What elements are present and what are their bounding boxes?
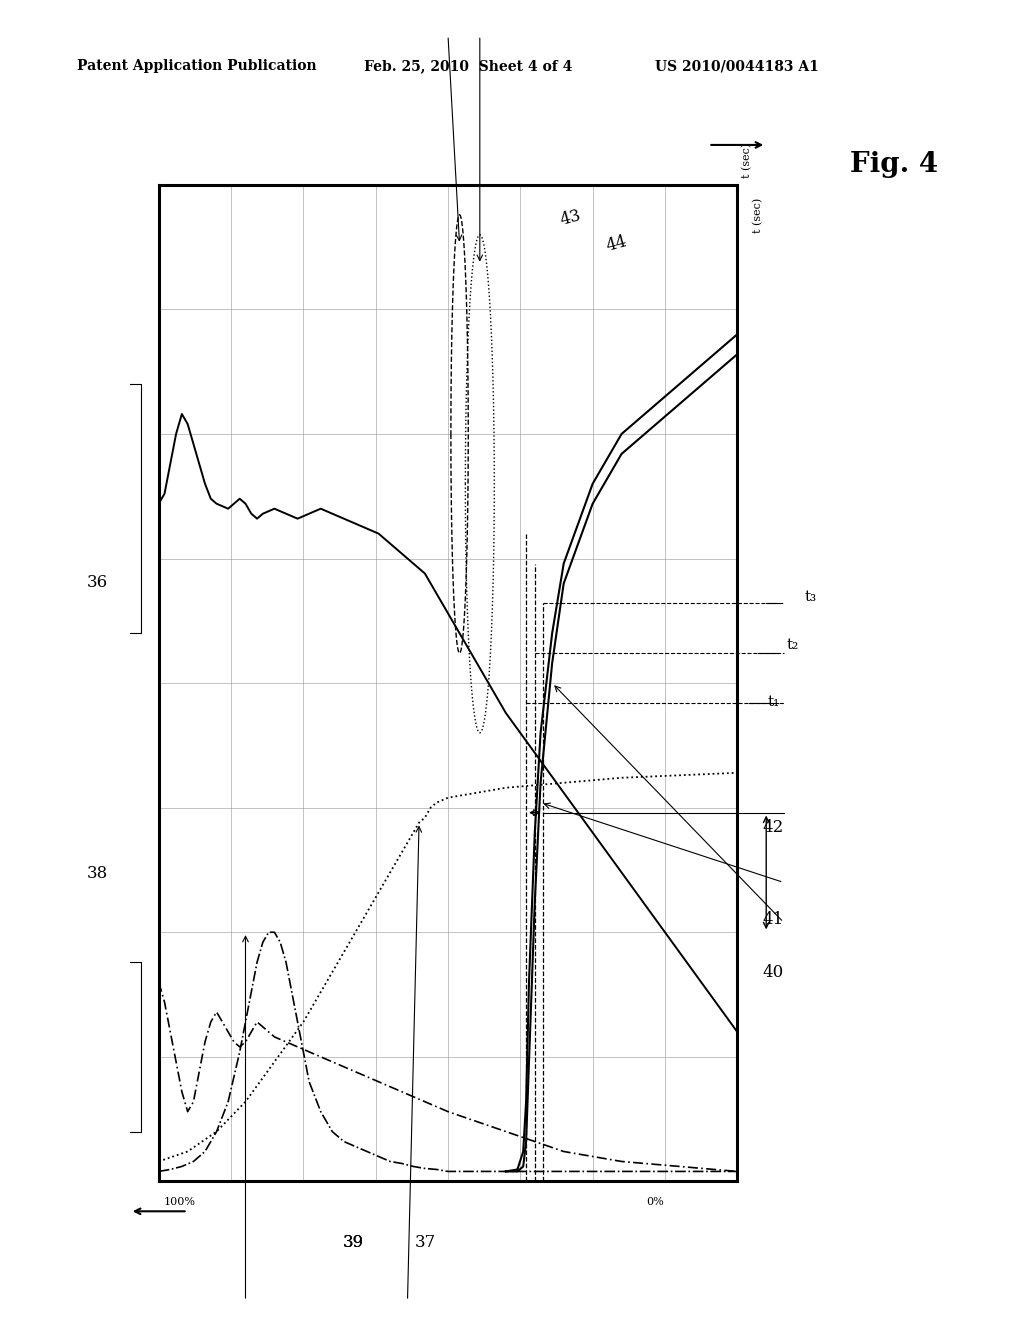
Text: 100%: 100% — [163, 1197, 196, 1208]
Text: t₂: t₂ — [786, 639, 799, 652]
Text: 0%: 0% — [646, 1197, 665, 1208]
Text: 36: 36 — [87, 574, 109, 591]
Text: 39: 39 — [343, 1234, 364, 1251]
Text: 42: 42 — [763, 818, 784, 836]
Text: t (sec): t (sec) — [742, 143, 753, 178]
Text: 38: 38 — [87, 865, 109, 882]
Text: 39: 39 — [343, 1234, 364, 1251]
Text: 41: 41 — [763, 911, 784, 928]
Text: 44: 44 — [604, 232, 629, 255]
Text: Fig. 4: Fig. 4 — [850, 152, 938, 178]
Text: t (sec): t (sec) — [753, 198, 763, 234]
Text: t₃: t₃ — [805, 590, 817, 603]
Text: 37: 37 — [415, 1234, 435, 1251]
Text: 43: 43 — [558, 206, 583, 228]
Text: t₁: t₁ — [768, 696, 780, 709]
Text: Patent Application Publication: Patent Application Publication — [77, 59, 316, 74]
Text: Feb. 25, 2010  Sheet 4 of 4: Feb. 25, 2010 Sheet 4 of 4 — [364, 59, 571, 74]
Text: US 2010/0044183 A1: US 2010/0044183 A1 — [655, 59, 819, 74]
Text: 40: 40 — [763, 964, 784, 981]
